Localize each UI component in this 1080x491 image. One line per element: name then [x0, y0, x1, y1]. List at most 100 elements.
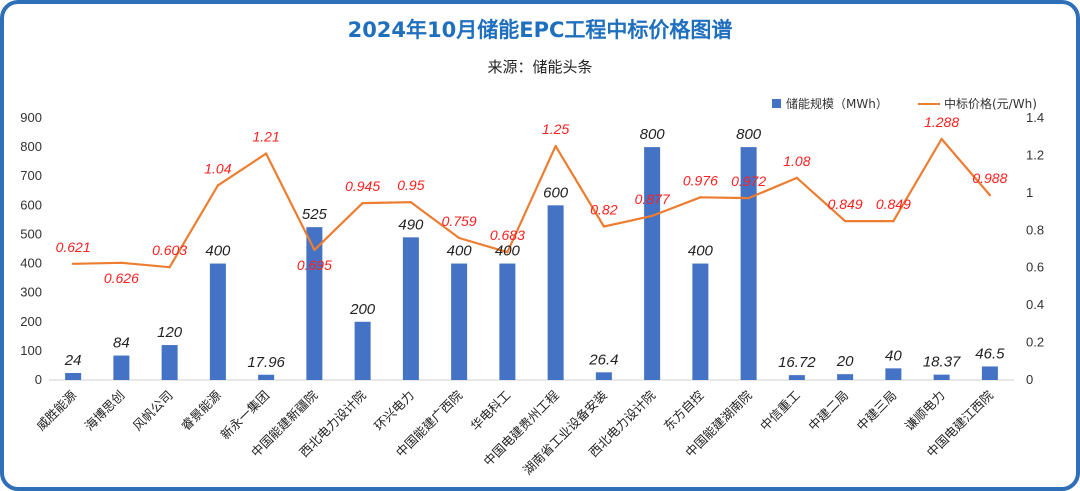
bar-volume	[837, 374, 854, 380]
bar-volume	[981, 366, 998, 380]
price-data-label: 0.626	[104, 270, 139, 286]
price-data-label: 0.976	[683, 172, 718, 188]
bar-data-label: 200	[349, 301, 376, 318]
y-left-tick-label: 600	[20, 197, 42, 212]
bar-volume	[161, 345, 178, 380]
price-data-label: 1.08	[783, 153, 810, 169]
price-data-label: 1.25	[542, 121, 569, 137]
y-left-tick-label: 0	[35, 372, 42, 387]
price-data-label: 0.759	[442, 213, 477, 229]
bar-data-label: 24	[64, 352, 82, 369]
bar-volume	[65, 373, 82, 380]
bar-data-label: 400	[688, 243, 714, 260]
bar-data-label: 400	[205, 243, 231, 260]
bar-data-label: 600	[543, 184, 569, 201]
x-category-label: 海博思创	[82, 388, 128, 434]
price-data-label: 0.849	[876, 196, 911, 212]
bar-volume	[547, 205, 564, 380]
bar-volume	[209, 263, 226, 380]
y-right-tick-label: 1.4	[1026, 110, 1044, 125]
y-left-tick-label: 900	[20, 110, 42, 125]
price-data-label: 0.603	[152, 242, 187, 258]
line-price-point	[795, 176, 799, 180]
bar-data-label: 46.5	[975, 345, 1005, 362]
price-data-label: 0.683	[490, 227, 525, 243]
bar-volume	[354, 321, 371, 380]
bar-data-label: 84	[113, 335, 130, 352]
line-price-point	[699, 196, 702, 199]
bar-data-label: 400	[495, 243, 521, 260]
price-data-label: 1.04	[204, 160, 231, 176]
line-price	[73, 137, 991, 269]
y-left-tick-label: 200	[20, 314, 42, 329]
price-data-label: 1.288	[924, 114, 959, 130]
bar-data-label: 20	[836, 353, 854, 370]
line-price-point	[843, 219, 847, 223]
bar-volume	[451, 263, 468, 380]
x-category-label: 环兴电力	[371, 388, 417, 434]
bar-volume	[258, 374, 275, 380]
bar-data-label: 490	[398, 216, 424, 233]
bar-volume	[113, 355, 130, 380]
x-category-label: 东方自控	[661, 387, 707, 433]
bar-volume	[499, 263, 516, 380]
x-category-label: 谦顺电力	[902, 388, 948, 434]
legend-label-volume: 储能规模（MWh）	[786, 96, 888, 111]
line-price-point	[506, 250, 509, 254]
bar-data-label: 16.72	[778, 354, 816, 371]
x-category-label: 湖南省工业设备安装	[520, 388, 610, 478]
line-price-point	[650, 214, 654, 218]
bar-volume	[788, 375, 805, 380]
price-data-label: 1.21	[253, 129, 280, 145]
line-price-point	[602, 225, 606, 228]
y-left-tick-label: 400	[20, 256, 42, 271]
chart-title: 2024年10月储能EPC工程中标价格图谱	[347, 18, 733, 42]
bar-data-label: 40	[885, 347, 902, 364]
y-left-tick-label: 300	[20, 285, 42, 300]
bar-volume	[306, 227, 323, 380]
x-category-label: 风帆公司	[130, 388, 176, 434]
bar-volume	[644, 147, 661, 380]
legend: 储能规模（MWh） 中标价格(元/Wh)	[772, 96, 1037, 111]
bar-volume	[740, 147, 757, 380]
bar-volume	[933, 374, 950, 380]
line-price-point	[264, 152, 268, 155]
y-right-tick-label: 0.2	[1026, 335, 1044, 350]
line-price-point	[988, 193, 992, 197]
bar-data-label: 17.96	[247, 354, 285, 371]
y-left-tick-label: 800	[20, 139, 42, 154]
bar-data-label: 18.37	[923, 354, 961, 371]
line-price-point	[216, 184, 220, 187]
bar-volume	[692, 263, 709, 380]
line-price-point	[313, 248, 316, 252]
price-data-label: 0.988	[972, 170, 1007, 186]
bar-data-label: 120	[157, 324, 183, 341]
bar-volume	[885, 368, 902, 380]
x-category-label: 中信重工	[757, 388, 803, 434]
line-price-point	[457, 236, 461, 240]
legend-label-price: 中标价格(元/Wh)	[944, 96, 1037, 111]
price-data-label: 0.945	[345, 178, 380, 194]
bar-data-label: 525	[302, 206, 328, 223]
legend-swatch-volume	[772, 99, 781, 108]
x-category-label: 华电科工	[468, 388, 514, 434]
line-price-point	[554, 144, 557, 148]
line-price-point	[892, 219, 895, 223]
line-price-point	[409, 201, 413, 204]
line-price-point	[168, 265, 171, 269]
bar-data-label: 800	[736, 126, 762, 143]
y-left-tick-label: 500	[20, 226, 42, 241]
price-data-label: 0.972	[731, 173, 766, 189]
bar-data-label: 26.4	[588, 351, 618, 368]
bar-data-label: 400	[447, 243, 473, 260]
x-category-label: 威胜能源	[33, 387, 79, 433]
line-price-point	[747, 196, 750, 200]
price-data-label: 0.695	[297, 257, 332, 273]
price-data-label: 0.849	[828, 196, 863, 212]
line-price-point	[361, 201, 364, 205]
y-left-tick-label: 700	[20, 168, 42, 183]
x-category-label: 中建二局	[805, 388, 851, 434]
bar-volume	[402, 237, 419, 380]
x-category-label: 中建三局	[854, 388, 900, 434]
